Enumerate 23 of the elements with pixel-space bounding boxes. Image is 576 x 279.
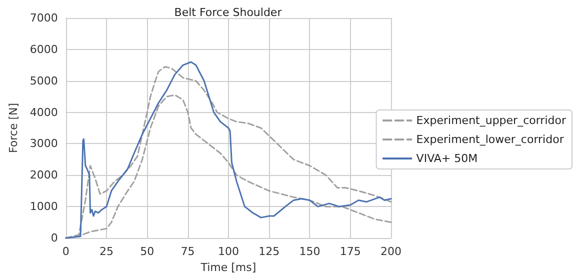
legend-label: Experiment_lower_corridor (416, 133, 564, 146)
x-axis-title: Time [ms] (200, 260, 256, 274)
y-tick-label: 3000 (30, 137, 58, 150)
y-tick-label: 0 (50, 232, 58, 244)
y-axis-title: Force [N] (7, 102, 20, 154)
y-tick-label: 4000 (30, 106, 58, 119)
legend-label: Experiment_upper_corridor (416, 114, 566, 127)
y-tick-label: 2000 (30, 168, 58, 182)
x-tick-label: 75 (180, 245, 195, 258)
chart-title: Belt Force Shoulder (174, 6, 282, 19)
x-tick-label: 200 (380, 245, 402, 258)
x-tick-label: 50 (140, 245, 154, 258)
x-tick-label: 0 (62, 245, 70, 258)
x-tick-label: 100 (218, 245, 239, 258)
y-tick-label: 1000 (30, 200, 58, 214)
y-tick-label: 5000 (30, 74, 58, 88)
x-tick-label: 150 (299, 245, 320, 258)
y-tick-label: 7000 (30, 12, 58, 24)
y-tick-label: 6000 (30, 42, 58, 56)
x-tick-label: 125 (258, 245, 280, 258)
legend-label: VIVA+ 50M (416, 152, 478, 165)
x-tick-label: 175 (340, 245, 361, 258)
x-tick-label: 25 (100, 245, 114, 258)
